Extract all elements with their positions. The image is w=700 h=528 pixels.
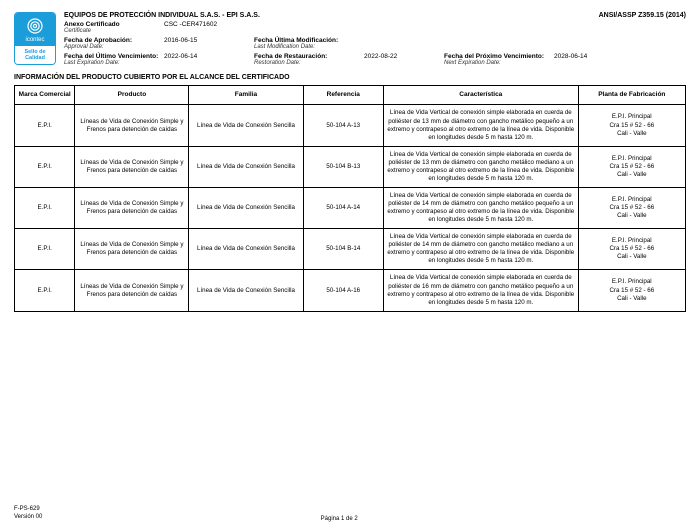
cell-familia: Línea de Vida de Conexión Sencilla bbox=[189, 270, 303, 311]
cell-producto: Líneas de Vida de Conexión Simple y Fren… bbox=[75, 105, 189, 146]
annex-value: CSC -CER471602 bbox=[164, 21, 254, 34]
cell-car: Línea de Vida Vertical de conexión simpl… bbox=[384, 146, 579, 187]
cell-producto: Líneas de Vida de Conexión Simple y Fren… bbox=[75, 229, 189, 270]
cell-marca: E.P.I. bbox=[15, 146, 75, 187]
restore-italic: Restoration Date: bbox=[254, 60, 364, 66]
footer-version: Versión 00 bbox=[14, 514, 42, 522]
logo-seal: Sello de Calidad bbox=[15, 46, 55, 64]
col-producto: Producto bbox=[75, 86, 189, 105]
approval-label: Fecha de Aprobación: bbox=[64, 37, 164, 44]
page-footer: F-PS-629 Versión 00 Página 1 de 2 bbox=[14, 506, 686, 522]
cell-car: Línea de Vida Vertical de conexión simpl… bbox=[384, 229, 579, 270]
col-referencia: Referencia bbox=[303, 86, 384, 105]
restore-value: 2022-08-22 bbox=[364, 53, 444, 66]
section-title: INFORMACIÓN DEL PRODUCTO CUBIERTO POR EL… bbox=[14, 74, 686, 81]
footer-page: Página 1 de 2 bbox=[321, 516, 358, 522]
products-table: Marca Comercial Producto Familia Referen… bbox=[14, 85, 686, 312]
cell-car: Línea de Vida Vertical de conexión simpl… bbox=[384, 270, 579, 311]
company-name: EQUIPOS DE PROTECCIÓN INDIVIDUAL S.A.S. … bbox=[64, 12, 260, 19]
nextexp-value: 2028-06-14 bbox=[554, 53, 614, 66]
approval-italic: Approval Date: bbox=[64, 44, 164, 50]
cell-planta: E.P.I. Principal Cra 15 # 52 - 66 Cali -… bbox=[578, 229, 685, 270]
cell-familia: Línea de Vida de Conexión Sencilla bbox=[189, 146, 303, 187]
cell-ref: 50-104 A-16 bbox=[303, 270, 384, 311]
cell-marca: E.P.I. bbox=[15, 270, 75, 311]
table-row: E.P.I.Líneas de Vida de Conexión Simple … bbox=[15, 229, 686, 270]
table-row: E.P.I.Líneas de Vida de Conexión Simple … bbox=[15, 270, 686, 311]
cell-familia: Línea de Vida de Conexión Sencilla bbox=[189, 187, 303, 228]
cell-producto: Líneas de Vida de Conexión Simple y Fren… bbox=[75, 146, 189, 187]
nextexp-label: Fecha del Próximo Vencimiento: bbox=[444, 53, 554, 60]
lastexp-italic: Last Expiration Date: bbox=[64, 60, 164, 66]
table-row: E.P.I.Líneas de Vida de Conexión Simple … bbox=[15, 146, 686, 187]
cell-marca: E.P.I. bbox=[15, 229, 75, 270]
cell-marca: E.P.I. bbox=[15, 105, 75, 146]
lastexp-value: 2022-06-14 bbox=[164, 53, 254, 66]
footer-code: F-PS-629 bbox=[14, 506, 42, 514]
cell-planta: E.P.I. Principal Cra 15 # 52 - 66 Cali -… bbox=[578, 187, 685, 228]
cell-planta: E.P.I. Principal Cra 15 # 52 - 66 Cali -… bbox=[578, 105, 685, 146]
nextexp-italic: Next Expiration Date: bbox=[444, 60, 554, 66]
annex-label: Anexo Certificado bbox=[64, 21, 164, 28]
spiral-icon bbox=[26, 17, 44, 35]
cell-producto: Líneas de Vida de Conexión Simple y Fren… bbox=[75, 270, 189, 311]
cell-car: Línea de Vida Vertical de conexión simpl… bbox=[384, 187, 579, 228]
col-marca: Marca Comercial bbox=[15, 86, 75, 105]
logo-brand: icontec bbox=[15, 37, 55, 43]
table-header-row: Marca Comercial Producto Familia Referen… bbox=[15, 86, 686, 105]
cell-car: Línea de Vida Vertical de conexión simpl… bbox=[384, 105, 579, 146]
logo-top: icontec bbox=[15, 13, 55, 46]
cell-marca: E.P.I. bbox=[15, 187, 75, 228]
cell-planta: E.P.I. Principal Cra 15 # 52 - 66 Cali -… bbox=[578, 146, 685, 187]
col-planta: Planta de Fabricación bbox=[578, 86, 685, 105]
restore-label: Fecha de Restauración: bbox=[254, 53, 364, 60]
col-familia: Familia bbox=[189, 86, 303, 105]
cell-producto: Líneas de Vida de Conexión Simple y Fren… bbox=[75, 187, 189, 228]
cell-planta: E.P.I. Principal Cra 15 # 52 - 66 Cali -… bbox=[578, 270, 685, 311]
approval-value: 2016-06-15 bbox=[164, 37, 254, 50]
lastexp-label: Fecha del Último Vencimiento: bbox=[64, 53, 164, 60]
standard-name: ANSI/ASSP Z359.15 (2014) bbox=[599, 12, 686, 19]
icontec-logo: icontec Sello de Calidad bbox=[14, 12, 56, 65]
annex-italic: Certificate bbox=[64, 28, 164, 34]
table-row: E.P.I.Líneas de Vida de Conexión Simple … bbox=[15, 105, 686, 146]
table-row: E.P.I.Líneas de Vida de Conexión Simple … bbox=[15, 187, 686, 228]
lastmod-label: Fecha Última Modificación: bbox=[254, 37, 364, 44]
cell-familia: Línea de Vida de Conexión Sencilla bbox=[189, 229, 303, 270]
meta-grid: Anexo Certificado Certificate CSC -CER47… bbox=[64, 21, 686, 66]
cell-ref: 50-104 A-14 bbox=[303, 187, 384, 228]
cell-ref: 50-104 B-14 bbox=[303, 229, 384, 270]
lastmod-italic: Last Modification Date: bbox=[254, 44, 364, 50]
cell-ref: 50-104 B-13 bbox=[303, 146, 384, 187]
cell-familia: Línea de Vida de Conexión Sencilla bbox=[189, 105, 303, 146]
cell-ref: 50-104 A-13 bbox=[303, 105, 384, 146]
col-caracteristica: Característica bbox=[384, 86, 579, 105]
lastmod-value bbox=[364, 37, 444, 50]
